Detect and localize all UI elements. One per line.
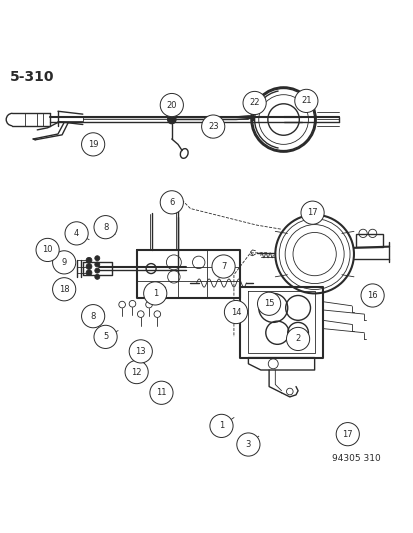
Text: 15: 15 bbox=[263, 299, 274, 308]
Circle shape bbox=[86, 270, 92, 276]
Circle shape bbox=[300, 201, 323, 224]
Circle shape bbox=[335, 423, 358, 446]
Text: 3: 3 bbox=[245, 440, 250, 449]
Circle shape bbox=[209, 414, 233, 438]
Text: 12: 12 bbox=[131, 368, 142, 377]
Circle shape bbox=[65, 222, 88, 245]
Circle shape bbox=[211, 255, 235, 278]
Circle shape bbox=[286, 327, 309, 351]
Circle shape bbox=[36, 238, 59, 262]
Circle shape bbox=[94, 215, 117, 239]
Circle shape bbox=[95, 256, 100, 261]
Text: 5-310: 5-310 bbox=[10, 70, 55, 84]
Circle shape bbox=[125, 360, 148, 384]
Text: 18: 18 bbox=[59, 285, 69, 294]
Circle shape bbox=[167, 115, 176, 124]
Circle shape bbox=[137, 311, 144, 318]
Circle shape bbox=[150, 381, 173, 405]
Circle shape bbox=[86, 257, 92, 263]
Text: 19: 19 bbox=[88, 140, 98, 149]
Circle shape bbox=[129, 340, 152, 363]
Circle shape bbox=[160, 93, 183, 117]
Text: 11: 11 bbox=[156, 388, 166, 397]
Circle shape bbox=[95, 274, 100, 279]
Text: 21: 21 bbox=[300, 96, 311, 106]
Text: 16: 16 bbox=[366, 291, 377, 300]
Circle shape bbox=[145, 301, 152, 308]
Text: 20: 20 bbox=[166, 101, 177, 110]
Text: 94305 310: 94305 310 bbox=[331, 454, 380, 463]
Circle shape bbox=[257, 292, 280, 316]
Text: 17: 17 bbox=[306, 208, 317, 217]
Circle shape bbox=[86, 264, 92, 269]
Text: 1: 1 bbox=[218, 422, 223, 430]
Text: 9: 9 bbox=[62, 258, 66, 267]
Text: 2: 2 bbox=[295, 334, 300, 343]
Circle shape bbox=[160, 191, 183, 214]
Text: 4: 4 bbox=[74, 229, 79, 238]
Circle shape bbox=[52, 278, 76, 301]
Circle shape bbox=[154, 311, 160, 318]
Circle shape bbox=[143, 282, 166, 305]
Text: 13: 13 bbox=[135, 347, 146, 356]
Circle shape bbox=[129, 301, 135, 307]
Text: 6: 6 bbox=[169, 198, 174, 207]
Circle shape bbox=[81, 304, 104, 328]
Text: 17: 17 bbox=[342, 430, 352, 439]
Text: 8: 8 bbox=[103, 223, 108, 232]
Circle shape bbox=[81, 133, 104, 156]
Text: 10: 10 bbox=[42, 245, 53, 254]
Circle shape bbox=[294, 90, 317, 112]
Text: 14: 14 bbox=[230, 308, 241, 317]
Circle shape bbox=[95, 262, 100, 267]
Text: 8: 8 bbox=[90, 312, 95, 321]
Text: 22: 22 bbox=[249, 99, 259, 108]
Circle shape bbox=[236, 433, 259, 456]
Text: 7: 7 bbox=[221, 262, 225, 271]
Circle shape bbox=[95, 268, 100, 273]
Circle shape bbox=[94, 325, 117, 349]
Circle shape bbox=[360, 284, 383, 307]
Text: 23: 23 bbox=[207, 122, 218, 131]
Circle shape bbox=[119, 301, 125, 308]
Text: 5: 5 bbox=[103, 333, 108, 341]
Circle shape bbox=[242, 91, 266, 115]
Text: 1: 1 bbox=[152, 289, 157, 298]
Circle shape bbox=[224, 301, 247, 324]
Circle shape bbox=[201, 115, 224, 138]
Circle shape bbox=[52, 251, 76, 274]
